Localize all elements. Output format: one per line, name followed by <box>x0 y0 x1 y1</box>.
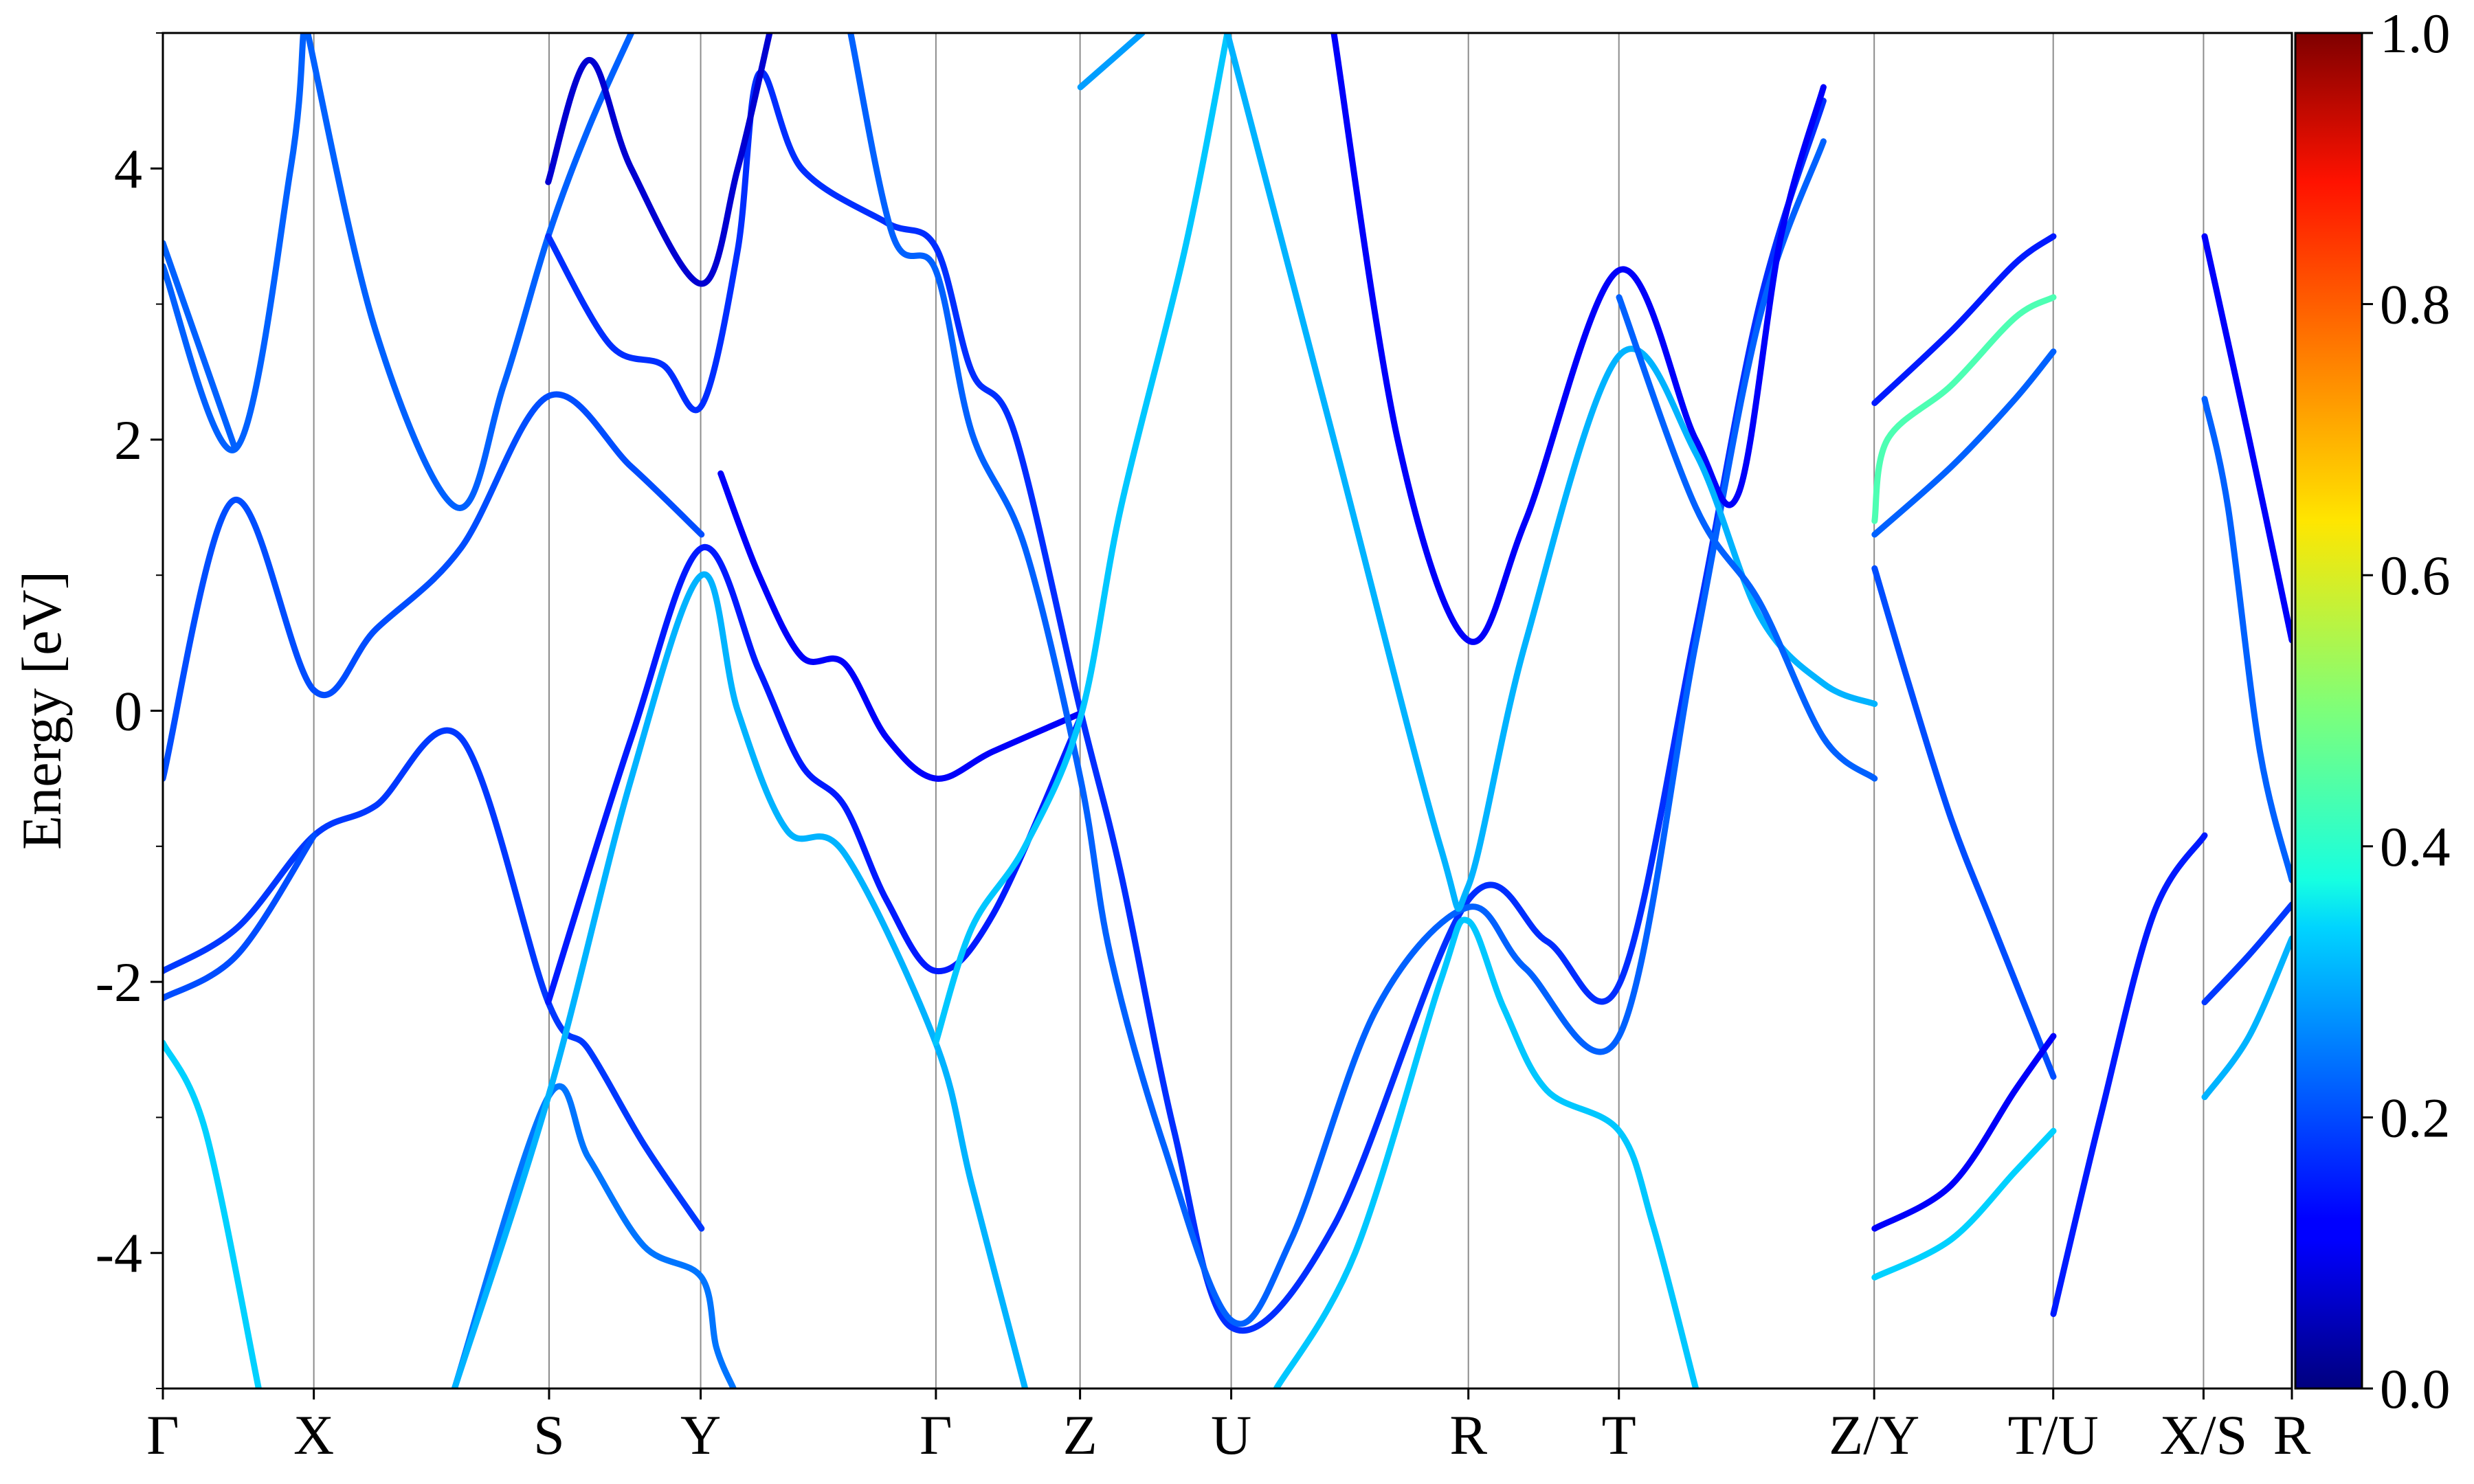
band-line <box>163 391 705 782</box>
x-axis-ticks: Γ X S Y Γ Z U R T Z/Y T/U X/S R <box>146 1389 2311 1466</box>
y-tick-label: 4 <box>114 137 142 200</box>
band-lines <box>163 33 2292 1389</box>
band-line <box>1224 33 1878 912</box>
band-line <box>2050 832 2208 1317</box>
y-tick-label: -4 <box>96 1222 142 1285</box>
x-tick-label: T <box>1602 1404 1636 1466</box>
y-tick-label: 2 <box>114 409 142 471</box>
colorbar-tick-label: 0.0 <box>2380 1358 2451 1420</box>
y-axis-label: Energy [eV] <box>10 571 73 850</box>
band-line <box>545 33 773 287</box>
plot-frame <box>161 32 2293 1390</box>
band-line <box>2201 935 2292 1101</box>
y-axis-ticks: 4 2 0 -2 -4 <box>96 32 163 1389</box>
colorbar-tick-label: 0.8 <box>2380 273 2451 336</box>
band-line <box>1871 294 2057 524</box>
x-tick-label: R <box>2273 1404 2311 1466</box>
x-tick-label: X <box>293 1404 334 1466</box>
y-tick-label: -2 <box>96 951 142 1013</box>
x-tick-label: R <box>1449 1404 1487 1466</box>
band-line <box>717 470 1084 782</box>
x-tick-label: T/U <box>2008 1404 2099 1466</box>
x-tick-label: Z <box>1063 1404 1097 1466</box>
band-line <box>451 1083 737 1389</box>
band-line <box>451 571 1029 1389</box>
x-tick-label: Y <box>680 1404 721 1466</box>
colorbar-tick-label: 0.2 <box>2380 1086 2451 1149</box>
band-line <box>163 832 317 1002</box>
band-line <box>1616 294 1878 782</box>
band-line <box>847 33 1827 1327</box>
band-line <box>1077 33 1146 91</box>
band-line <box>2201 396 2292 884</box>
colorbar-tick-label: 1.0 <box>2380 2 2451 65</box>
band-line <box>2201 233 2292 644</box>
colorbar: 0.0 0.2 0.4 0.6 0.8 1.0 <box>2294 2 2451 1420</box>
x-tick-label: X/S <box>2160 1404 2248 1466</box>
band-line <box>163 727 705 1232</box>
band-line <box>1871 348 2057 538</box>
band-line <box>545 544 1084 1006</box>
band-line <box>1871 1033 2057 1232</box>
band-line <box>1273 917 1700 1389</box>
colorbar-ticks: 0.0 0.2 0.4 0.6 0.8 1.0 <box>2362 2 2451 1420</box>
band-line <box>163 33 307 453</box>
band-line <box>2201 901 2292 1006</box>
band-line <box>163 240 238 453</box>
colorbar-tick-label: 0.6 <box>2380 544 2451 607</box>
band-line <box>1871 233 2057 407</box>
band-line <box>163 1039 262 1389</box>
x-tick-label: Γ <box>146 1404 179 1466</box>
x-tick-label: Z/Y <box>1829 1404 1919 1466</box>
x-tick-label: S <box>533 1404 565 1466</box>
band-line <box>1330 33 1827 645</box>
x-tick-label: Γ <box>920 1404 952 1466</box>
band-line <box>1871 565 2057 1080</box>
y-tick-label: 0 <box>114 680 142 743</box>
band-line <box>1871 1127 2057 1281</box>
band-line <box>545 69 1827 1334</box>
band-line <box>933 33 1231 1046</box>
x-tick-label: U <box>1211 1404 1251 1466</box>
colorbar-tick-label: 0.4 <box>2380 816 2451 878</box>
band-line <box>304 33 635 511</box>
colorbar-gradient <box>2294 32 2363 1390</box>
plot-border <box>161 32 2293 1390</box>
